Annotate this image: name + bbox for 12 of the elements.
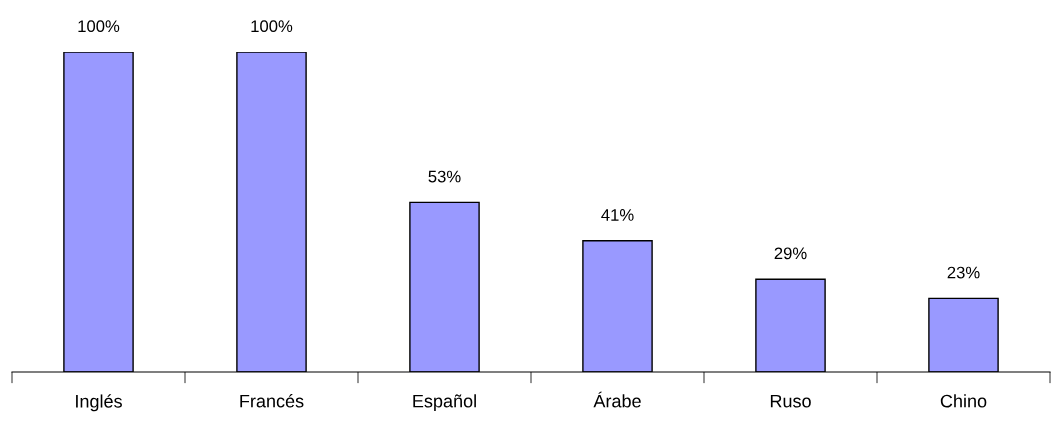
x-tick-label: Árabe [593, 391, 641, 408]
data-label: 23% [947, 266, 980, 279]
x-tick-label: Español [413, 394, 476, 412]
x-tick-label: Inglés [76, 394, 122, 412]
data-label: 41% [601, 209, 634, 221]
data-label: 100% [78, 20, 120, 33]
x-tick-label: Francés [240, 394, 304, 408]
data-label: 100% [251, 20, 293, 33]
data-label: 29% [774, 247, 807, 260]
x-tick-label: Ruso [770, 394, 811, 408]
x-tick-label: Chino [940, 394, 987, 408]
data-label: 53% [428, 170, 461, 183]
